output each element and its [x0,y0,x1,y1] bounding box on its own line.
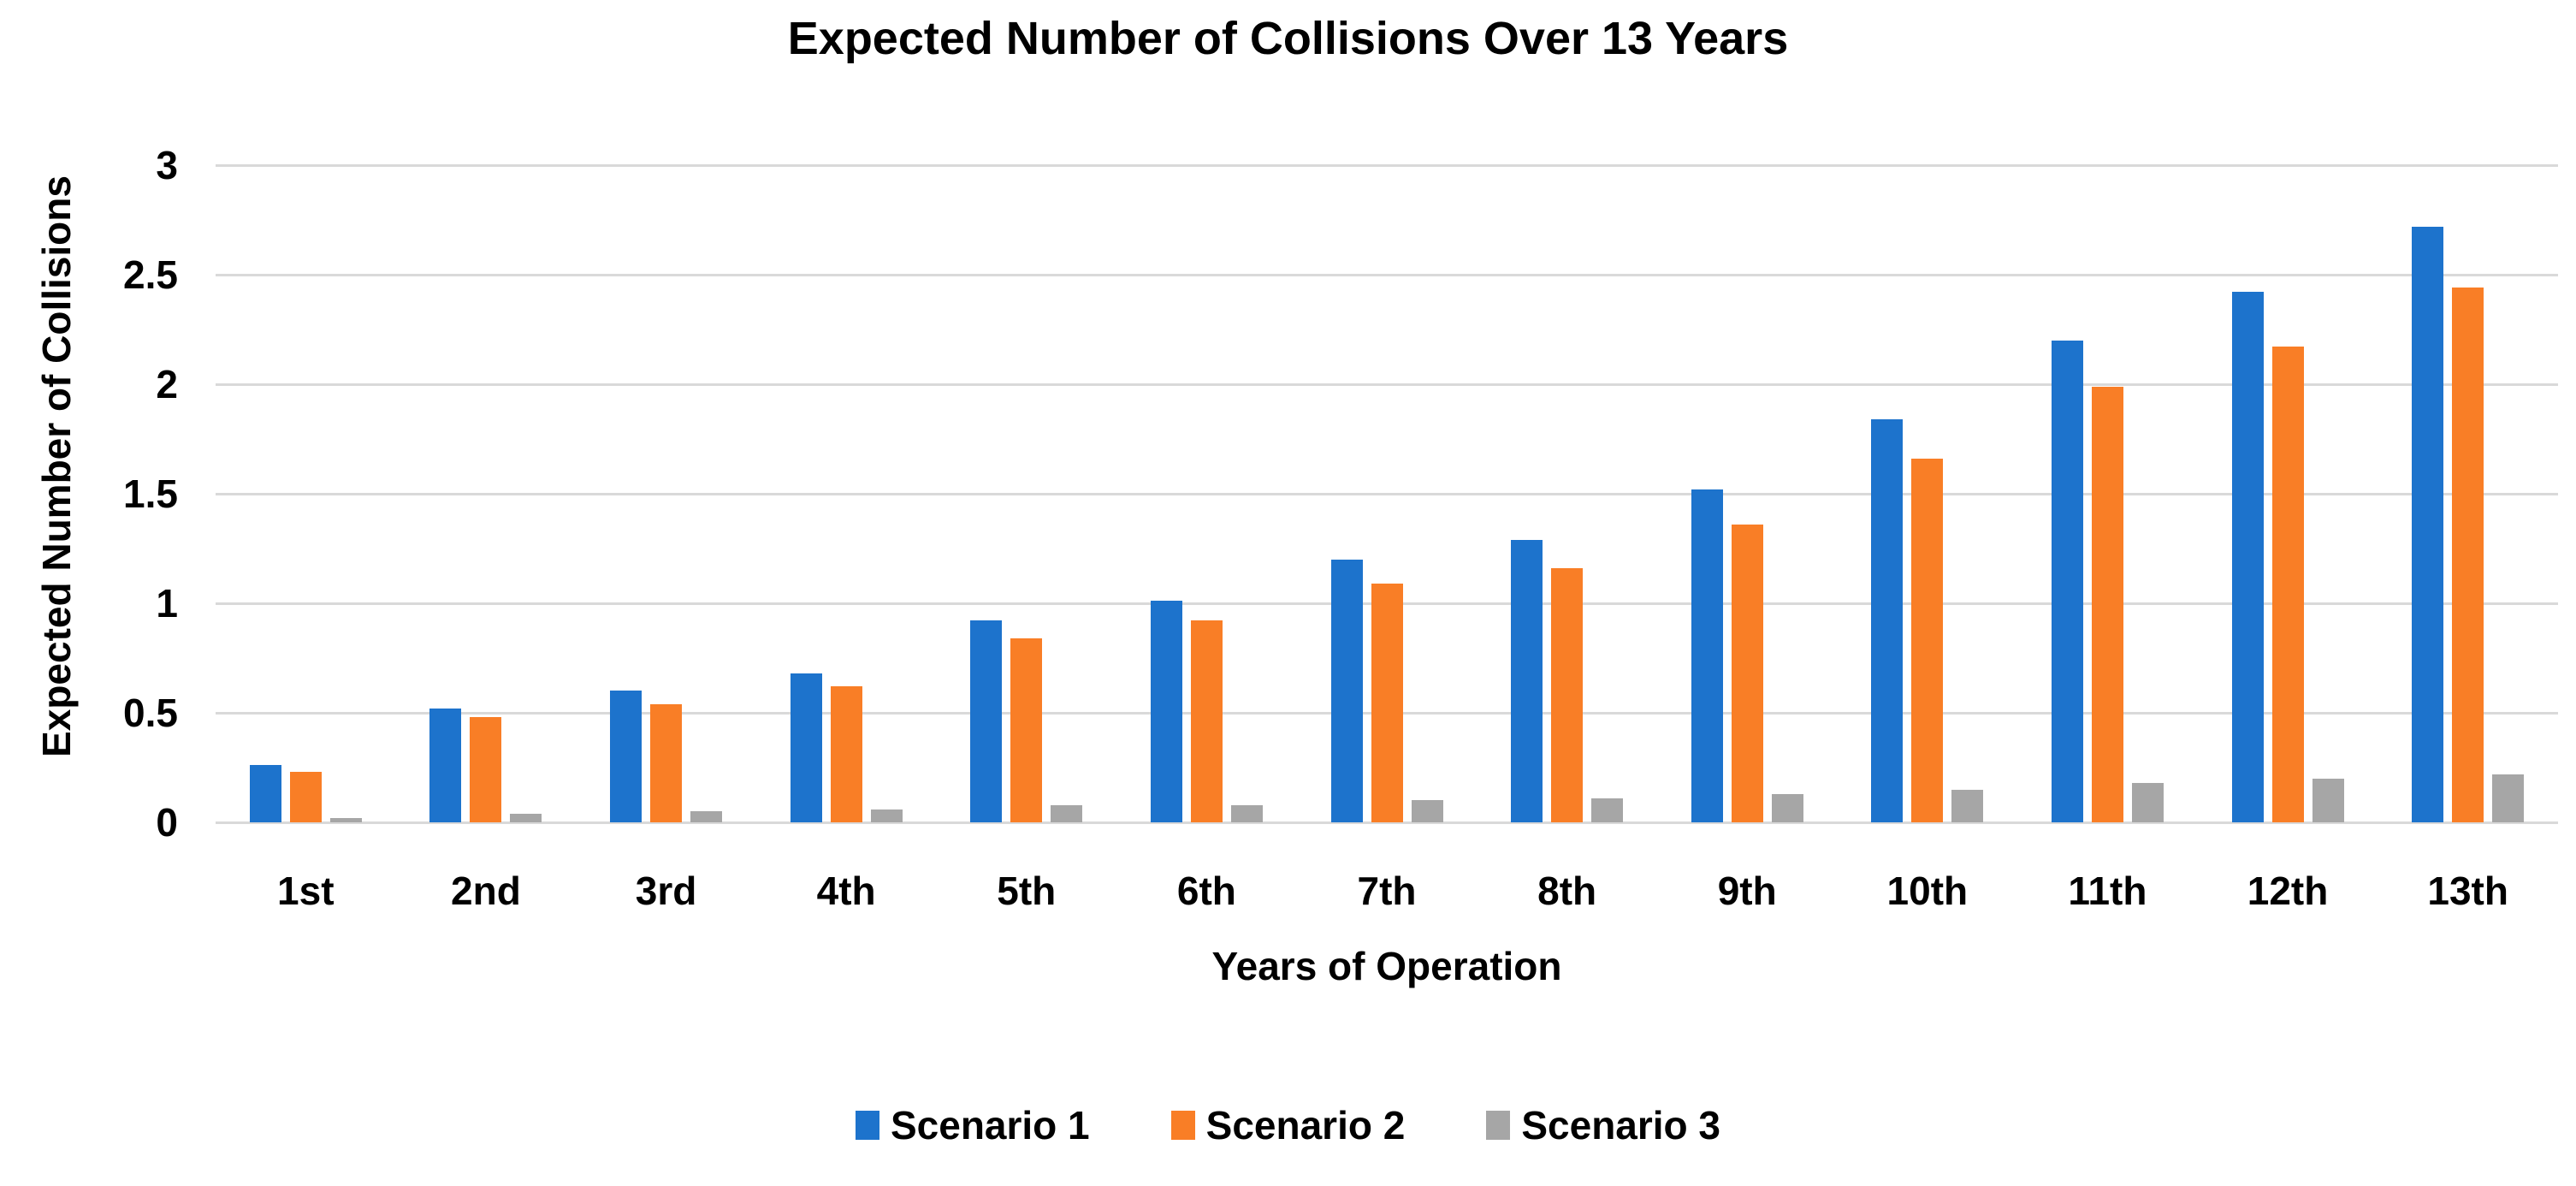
y-tick-label-2.5: 2.5 [123,252,178,297]
legend-swatch-icon [855,1111,879,1140]
x-tick-label-5th: 5th [997,869,1057,913]
x-tick-label-11th: 11th [2068,869,2147,913]
bar-scenario3-13th [2492,774,2525,822]
bar-scenario1-9th [1691,489,1723,822]
chart-title: Expected Number of Collisions Over 13 Ye… [787,13,1789,64]
bar-scenario2-6th [1190,620,1223,822]
gridline-y-2.5 [216,273,2558,276]
gridline-y-1.5 [216,492,2558,495]
y-tick-label-2: 2 [156,362,178,406]
legend: Scenario 1 Scenario 2 Scenario 3 [0,1102,2576,1148]
legend-label: Scenario 2 [1205,1103,1406,1147]
bar-scenario3-9th [1771,793,1803,822]
gridline-y-2 [216,382,2558,386]
bar-scenario1-6th [1150,601,1182,822]
bar-scenario2-9th [1731,524,1763,822]
y-tick-label-0: 0 [156,800,178,845]
x-tick-label-3rd: 3rd [635,869,697,913]
bar-scenario3-10th [1951,789,1984,822]
bar-scenario3-8th [1591,798,1624,822]
bar-scenario1-1st [249,765,281,822]
x-tick-label-2nd: 2nd [451,869,521,913]
bar-scenario2-4th [830,686,862,822]
x-tick-label-12th: 12th [2247,869,2329,913]
bar-scenario3-5th [1051,804,1083,822]
legend-item-scenario2: Scenario 2 [1170,1102,1406,1148]
bar-scenario2-5th [1010,637,1043,822]
bar-scenario1-10th [1871,418,1904,822]
bar-scenario2-12th [2271,347,2304,822]
bar-scenario2-2nd [470,717,502,822]
legend-swatch-icon [1486,1111,1511,1140]
bar-scenario1-4th [790,673,822,822]
x-tick-label-8th: 8th [1537,869,1597,913]
bar-scenario1-12th [2231,292,2264,822]
legend-swatch-icon [1170,1111,1195,1140]
bar-scenario1-13th [2412,226,2444,822]
bar-scenario2-3rd [650,703,683,822]
x-tick-label-13th: 13th [2427,869,2508,913]
bar-scenario1-8th [1511,539,1543,822]
x-tick-label-4th: 4th [816,869,876,913]
x-tick-label-6th: 6th [1176,869,1236,913]
gridline-y-0 [216,821,2558,824]
bar-scenario3-11th [2131,782,2164,822]
bar-scenario3-3rd [690,811,723,822]
bar-scenario1-5th [970,620,1003,822]
bar-scenario2-10th [1911,459,1944,822]
bar-scenario1-7th [1330,559,1363,822]
x-tick-label-10th: 10th [1886,869,1969,913]
legend-label: Scenario 1 [890,1103,1090,1147]
y-tick-label-1: 1 [156,581,178,626]
x-tick-label-1st: 1st [277,869,335,913]
bar-scenario1-3rd [610,691,643,822]
bar-scenario3-7th [1411,800,1443,822]
bar-scenario1-11th [2051,340,2083,822]
bar-scenario2-13th [2452,288,2484,822]
bar-scenario2-7th [1371,583,1403,822]
x-tick-label-7th: 7th [1357,869,1417,913]
y-tick-label-1.5: 1.5 [123,471,178,516]
x-tick-label-9th: 9th [1717,869,1777,913]
legend-item-scenario1: Scenario 1 [855,1102,1090,1148]
bar-scenario2-11th [2091,386,2123,822]
y-tick-label-0.5: 0.5 [123,691,178,735]
bar-scenario3-12th [2312,778,2344,822]
y-tick-label-3: 3 [156,143,178,187]
bar-scenario1-2nd [429,708,462,822]
gridline-y-3 [216,163,2558,167]
bar-scenario3-1st [329,817,362,822]
bar-scenario2-8th [1551,568,1584,822]
bar-scenario3-4th [870,809,903,822]
bar-scenario2-1st [289,772,322,822]
bar-scenario3-6th [1230,804,1263,822]
plot-area [216,163,2558,824]
legend-label: Scenario 3 [1521,1103,1721,1147]
x-axis-title: Years of Operation [1211,944,1562,988]
legend-item-scenario3: Scenario 3 [1486,1102,1720,1148]
bar-scenario3-2nd [510,813,542,822]
